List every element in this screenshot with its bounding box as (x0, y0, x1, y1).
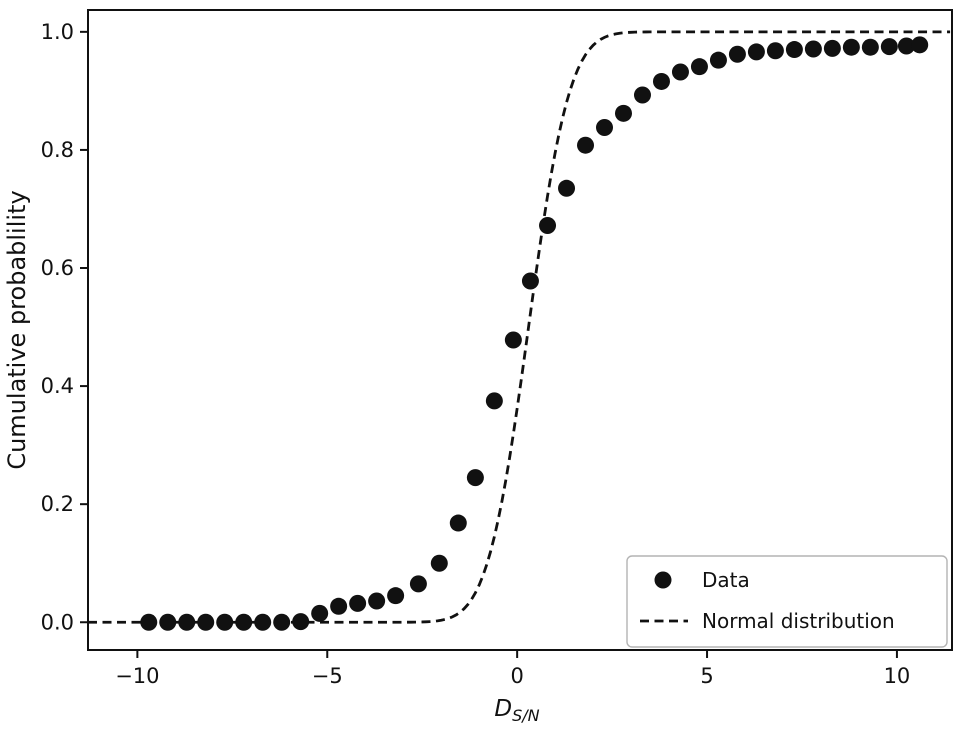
normal-distribution-curve (88, 30, 951, 624)
y-tick-label: 0.0 (41, 610, 74, 634)
data-point (728, 45, 746, 63)
data-point (880, 38, 898, 56)
data-point (521, 272, 539, 290)
data-point (216, 613, 234, 631)
data-point (292, 613, 310, 631)
data-point (235, 613, 253, 631)
data-point (842, 38, 860, 56)
data-point (804, 40, 822, 58)
x-tick-label: 5 (700, 664, 713, 688)
y-tick-label: 0.4 (41, 374, 74, 398)
data-point (823, 39, 841, 57)
data-point (747, 43, 765, 61)
data-point (140, 613, 158, 631)
data-point (466, 469, 484, 487)
y-tick-label: 0.6 (41, 256, 74, 280)
data-point (709, 51, 727, 69)
data-point (387, 587, 405, 605)
plot-area: −10 −5 0 5 10 0.0 0.2 0.4 0.6 0.8 1.0 (41, 9, 953, 688)
data-point (614, 104, 632, 122)
data-point (504, 331, 522, 349)
data-point (449, 514, 467, 532)
axes-spines (87, 9, 953, 651)
data-point (485, 392, 503, 410)
data-point (690, 58, 708, 76)
data-point (861, 38, 879, 56)
data-point (311, 604, 329, 622)
data-point (409, 575, 427, 593)
x-axis-label: DS/N (494, 696, 539, 725)
y-tick-label: 1.0 (41, 20, 74, 44)
x-tick-label: 0 (510, 664, 523, 688)
data-point (254, 613, 272, 631)
x-tick-label: −5 (312, 664, 343, 688)
x-axis-label-main: D (494, 696, 512, 722)
legend: Data Normal distribution (626, 555, 948, 648)
data-point (558, 179, 576, 197)
legend-data-label: Data (702, 568, 750, 592)
data-point (349, 594, 367, 612)
data-point (430, 554, 448, 572)
legend-box (626, 555, 948, 648)
y-tick-label: 0.2 (41, 492, 74, 516)
data-point (178, 613, 196, 631)
data-point (368, 592, 386, 610)
data-point (159, 613, 177, 631)
data-point (197, 613, 215, 631)
legend-data-marker-icon (654, 571, 672, 589)
data-point (539, 217, 557, 234)
data-point (330, 597, 348, 615)
x-tick-label: 10 (884, 664, 911, 688)
data-point (911, 36, 929, 54)
data-point (596, 118, 613, 136)
data-point (633, 86, 651, 104)
data-point (897, 37, 915, 55)
data-point (652, 72, 670, 90)
data-point (577, 136, 595, 154)
y-tick-label: 0.8 (41, 138, 74, 162)
data-point (671, 63, 689, 81)
data-point (273, 613, 291, 631)
legend-normal-label: Normal distribution (702, 609, 895, 633)
data-point (785, 41, 803, 59)
x-tick-label: −10 (115, 664, 159, 688)
y-axis-label: Cumulative probablility (3, 190, 31, 469)
data-point (766, 42, 784, 60)
x-axis-label-subscript: S/N (512, 706, 540, 725)
